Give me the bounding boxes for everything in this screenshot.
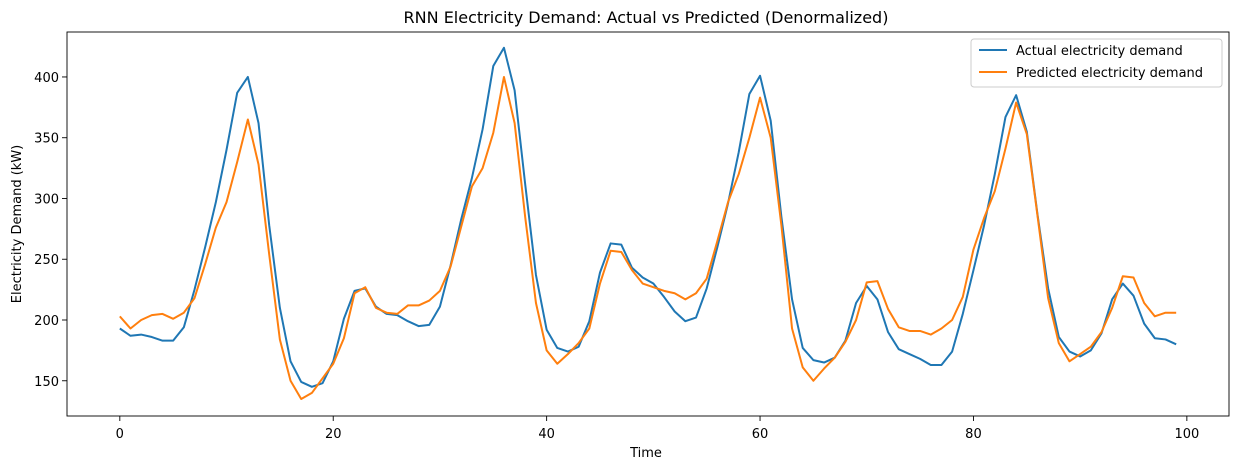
y-tick-label: 250 — [34, 253, 59, 268]
x-axis-label: Time — [629, 446, 662, 461]
y-tick-label: 150 — [34, 375, 59, 390]
x-tick-label: 0 — [116, 427, 124, 442]
x-tick-label: 20 — [325, 427, 342, 442]
series-line-1 — [119, 75, 1177, 400]
x-tick-label: 60 — [752, 427, 769, 442]
y-axis: 150 200 250 300 350 400 — [34, 71, 67, 390]
series-line-0 — [119, 46, 1177, 388]
legend: Actual electricity demand Predicted elec… — [970, 38, 1223, 88]
y-tick-label: 300 — [34, 192, 59, 207]
legend-box — [970, 38, 1223, 88]
y-tick-label: 350 — [34, 132, 59, 147]
y-tick-label: 400 — [34, 71, 59, 86]
x-axis: 0 20 40 60 80 100 — [116, 416, 1199, 442]
x-tick-label: 80 — [965, 427, 982, 442]
chart-title: RNN Electricity Demand: Actual vs Predic… — [404, 8, 889, 27]
plot-lines — [119, 46, 1177, 400]
x-tick-label: 40 — [538, 427, 555, 442]
y-tick-label: 200 — [34, 314, 59, 329]
y-axis-label: Electricity Demand (kW) — [10, 145, 25, 304]
legend-label-predicted: Predicted electricity demand — [1016, 66, 1203, 81]
x-tick-label: 100 — [1174, 427, 1199, 442]
plot-frame — [66, 31, 1230, 417]
legend-label-actual: Actual electricity demand — [1016, 44, 1183, 59]
